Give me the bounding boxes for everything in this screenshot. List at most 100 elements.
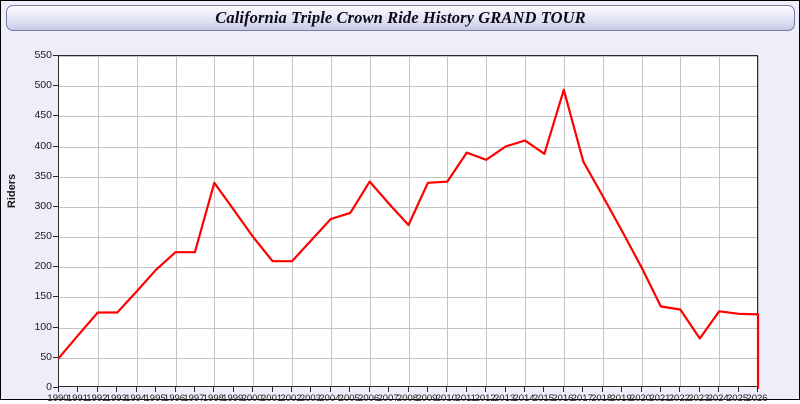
x-tick-label: 1995: [144, 393, 166, 404]
title-bar: California Triple Crown Ride History GRA…: [6, 5, 795, 31]
series-riders: [57, 88, 760, 390]
x-tick-mark: [738, 387, 739, 392]
x-tick-mark: [699, 387, 700, 392]
y-tick-label: 300: [34, 199, 52, 212]
y-tick-label: 350: [34, 169, 52, 182]
x-tick-mark: [233, 387, 234, 392]
x-tick-mark: [660, 387, 661, 392]
gridline-vertical: [447, 56, 448, 386]
x-tick-label: 2016: [552, 393, 574, 404]
x-tick-mark: [330, 387, 331, 392]
gridline-vertical: [603, 56, 604, 386]
gridline-vertical: [719, 56, 720, 386]
x-tick-label: 2024: [707, 393, 729, 404]
y-tick-mark: [53, 296, 58, 297]
x-tick-label: 2013: [494, 393, 516, 404]
x-tick-mark: [641, 387, 642, 392]
y-tick-label: 250: [34, 230, 52, 243]
gridline-horizontal: [59, 237, 757, 238]
x-tick-mark: [427, 387, 428, 392]
x-tick-label: 2019: [610, 393, 632, 404]
x-tick-label: 2000: [241, 393, 263, 404]
gridline-vertical: [292, 56, 293, 386]
gridline-vertical: [331, 56, 332, 386]
gridline-horizontal: [59, 56, 757, 57]
y-tick-mark: [53, 115, 58, 116]
x-tick-mark: [408, 387, 409, 392]
plot-frame: [57, 55, 760, 390]
gridline-vertical: [253, 56, 254, 386]
gridline-horizontal: [59, 267, 757, 268]
gridline-horizontal: [59, 116, 757, 117]
x-tick-label: 1991: [66, 393, 88, 404]
y-axis-ticks: 0 50 100 150 200 250 300 350 400 450 500 550: [1, 50, 58, 392]
x-tick-mark: [136, 387, 137, 392]
x-tick-mark: [291, 387, 292, 392]
x-tick-mark: [116, 387, 117, 392]
x-tick-label: 2014: [513, 393, 535, 404]
x-tick-mark: [679, 387, 680, 392]
x-tick-label: 1997: [183, 393, 205, 404]
gridline-horizontal: [59, 328, 757, 329]
x-tick-mark: [505, 387, 506, 392]
chart-area: Riders 0 50 100 150 200 250 300 350 400 450 500 550…: [1, 33, 799, 404]
x-tick-mark: [175, 387, 176, 392]
gridline-vertical: [680, 56, 681, 386]
gridline-horizontal: [59, 177, 757, 178]
y-tick-label: 500: [34, 79, 52, 92]
y-tick-label: 550: [34, 49, 52, 61]
x-tick-label: 2021: [649, 393, 671, 404]
x-tick-mark: [194, 387, 195, 392]
x-tick-mark: [485, 387, 486, 392]
x-tick-label: 2001: [261, 393, 283, 404]
x-tick-mark: [349, 387, 350, 392]
y-tick-mark: [53, 55, 58, 56]
x-tick-label: 2006: [358, 393, 380, 404]
series-line-chart: [57, 88, 760, 390]
gridline-vertical: [214, 56, 215, 386]
x-tick-mark: [252, 387, 253, 392]
x-tick-label: 2023: [688, 393, 710, 404]
y-tick-label: 0: [46, 381, 52, 393]
x-tick-mark: [718, 387, 719, 392]
gridline-vertical: [370, 56, 371, 386]
y-tick-label: 400: [34, 139, 52, 152]
x-tick-label: 2012: [474, 393, 496, 404]
x-tick-label: 1992: [86, 393, 108, 404]
x-tick-label: 1996: [163, 393, 186, 404]
x-tick-mark: [388, 387, 389, 392]
x-tick-mark: [602, 387, 603, 392]
x-tick-label: 2026: [746, 393, 768, 404]
gridline-vertical: [98, 56, 99, 386]
x-tick-mark: [58, 387, 59, 392]
page-title: California Triple Crown Ride History GRA…: [215, 8, 586, 27]
gridline-vertical: [176, 56, 177, 386]
x-tick-mark: [563, 387, 564, 392]
x-tick-label: 2018: [591, 393, 613, 404]
gridline-vertical: [137, 56, 138, 386]
y-tick-mark: [53, 357, 58, 358]
x-tick-label: 2007: [377, 393, 399, 404]
x-tick-label: 2020: [629, 393, 652, 404]
x-tick-mark: [757, 387, 758, 392]
x-tick-label: 2004: [319, 393, 341, 404]
gridline-vertical: [564, 56, 565, 386]
gridline-horizontal: [59, 358, 757, 359]
x-tick-mark: [466, 387, 467, 392]
gridline-vertical: [758, 56, 759, 386]
x-tick-label: 2003: [299, 393, 321, 404]
y-tick-mark: [53, 146, 58, 147]
y-tick-label: 100: [34, 320, 52, 333]
y-tick-label: 50: [40, 350, 52, 363]
x-tick-label: 1990: [47, 393, 69, 404]
gridline-horizontal: [59, 86, 757, 87]
x-tick-mark: [582, 387, 583, 392]
x-tick-label: 1994: [125, 393, 147, 404]
y-tick-mark: [53, 206, 58, 207]
y-tick-mark: [53, 266, 58, 267]
x-tick-label: 2017: [571, 393, 593, 404]
y-tick-label: 450: [34, 109, 52, 122]
x-tick-label: 1998: [202, 393, 224, 404]
gridline-vertical: [525, 56, 526, 386]
